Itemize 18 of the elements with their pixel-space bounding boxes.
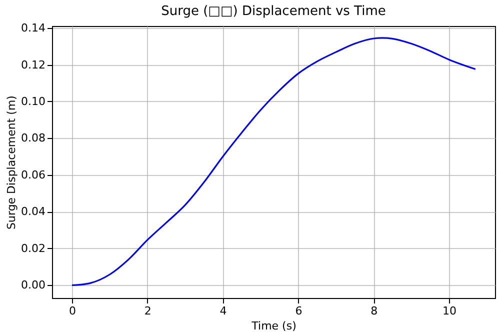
line-series <box>71 37 476 286</box>
x-tick-label: 0 <box>68 304 76 318</box>
x-tick-label: 2 <box>144 304 152 318</box>
x-tick-label: 4 <box>220 304 227 318</box>
y-tick-label: 0.12 <box>21 58 46 72</box>
x-tick-label: 8 <box>370 304 378 318</box>
y-tick-label: 0.06 <box>21 168 46 182</box>
y-tick-label: 0.04 <box>21 205 46 218</box>
chart-title: Surge (□□) Displacement vs Time <box>161 4 386 20</box>
x-tick-label: 10 <box>442 304 457 318</box>
y-tick-label: 0.02 <box>21 242 46 255</box>
y-tick-label: 0.14 <box>21 22 46 35</box>
y-tick-label: 0.08 <box>21 132 46 145</box>
y-axis-title: Surge Displacement (m) <box>5 96 18 230</box>
x-tick-label: 6 <box>295 304 302 318</box>
x-axis-title: Time (s) <box>250 320 296 332</box>
y-tick-label: 0.10 <box>21 94 46 108</box>
y-tick-label: 0.00 <box>21 278 46 292</box>
